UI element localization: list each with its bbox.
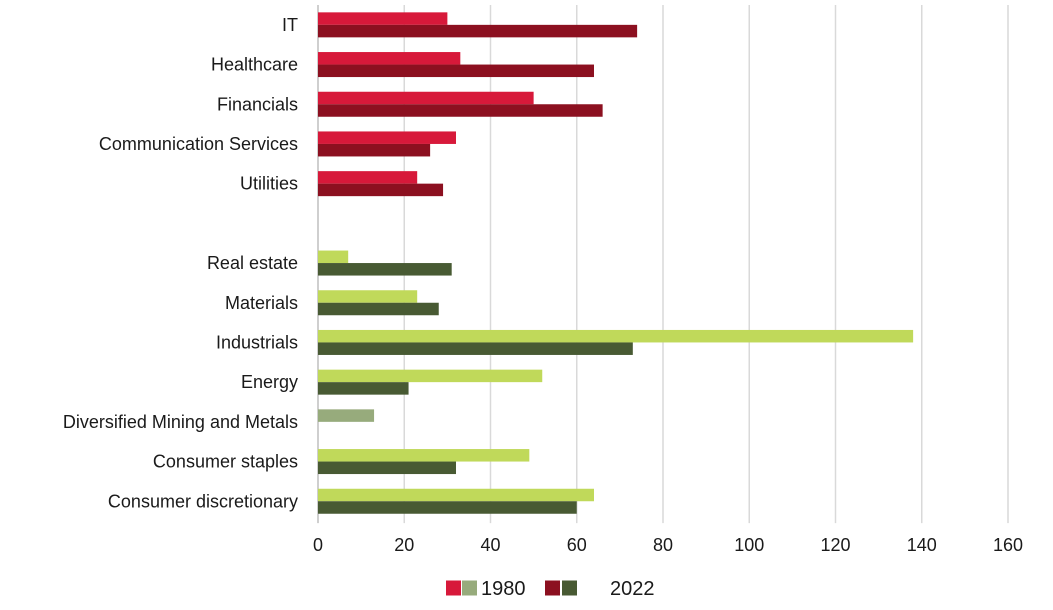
category-label: Consumer staples bbox=[153, 452, 298, 472]
category-label: Industrials bbox=[216, 332, 298, 352]
category-label: Real estate bbox=[207, 253, 298, 273]
bars bbox=[318, 12, 914, 514]
legend-swatch-1980-red bbox=[446, 580, 461, 596]
bar-1980 bbox=[318, 52, 461, 65]
x-tick-label: 80 bbox=[653, 535, 673, 555]
bar-2022 bbox=[318, 183, 444, 197]
category-labels: IT Healthcare Financials Communication Serv… bbox=[63, 15, 298, 511]
category-label: Consumer discretionary bbox=[108, 491, 298, 511]
category-label: Financials bbox=[217, 94, 298, 114]
x-tick-label: 20 bbox=[394, 535, 414, 555]
bar-1980 bbox=[318, 290, 418, 303]
category-label: Utilities bbox=[240, 174, 298, 194]
x-tick-label: 160 bbox=[993, 535, 1023, 555]
bar-1980 bbox=[318, 250, 349, 264]
x-tick-labels: 0 20 40 60 80 100 120 140 160 bbox=[313, 535, 1023, 555]
bar-1980 bbox=[318, 131, 456, 144]
bar-1980 bbox=[318, 171, 418, 184]
legend-swatch-2022-green bbox=[562, 580, 577, 596]
category-label: Energy bbox=[241, 372, 298, 392]
category-label: Healthcare bbox=[211, 55, 298, 75]
bar-2022 bbox=[318, 302, 439, 316]
bar-2022 bbox=[318, 501, 577, 514]
x-tick-label: 40 bbox=[480, 535, 500, 555]
x-tick-label: 120 bbox=[820, 535, 850, 555]
bar-1980 bbox=[318, 488, 594, 502]
bar-2022 bbox=[318, 342, 633, 355]
legend-swatch-1980-green bbox=[462, 580, 477, 596]
category-label: IT bbox=[282, 15, 298, 35]
bar-1980 bbox=[318, 329, 914, 343]
bar-1980 bbox=[318, 91, 534, 105]
x-tick-label: 60 bbox=[567, 535, 587, 555]
legend: 1980 2022 bbox=[446, 578, 655, 600]
grid-lines bbox=[317, 5, 1009, 524]
legend-label-2022: 2022 bbox=[610, 578, 655, 600]
bar-2022 bbox=[318, 461, 456, 475]
bar-1980 bbox=[318, 409, 375, 422]
bar-1980 bbox=[318, 449, 530, 462]
category-label: Diversified Mining and Metals bbox=[63, 412, 298, 432]
category-label: Materials bbox=[225, 293, 298, 313]
bar-2022 bbox=[318, 143, 431, 157]
legend-swatch-2022-red bbox=[545, 580, 560, 596]
x-tick-label: 100 bbox=[734, 535, 764, 555]
x-tick-label: 0 bbox=[313, 535, 323, 555]
bar-1980 bbox=[318, 12, 448, 25]
category-label: Communication Services bbox=[99, 134, 298, 154]
legend-label-1980: 1980 bbox=[481, 578, 526, 600]
bar-2022 bbox=[318, 382, 409, 395]
bar-2022 bbox=[318, 64, 594, 78]
bar-2022 bbox=[318, 24, 638, 38]
bar-2022 bbox=[318, 263, 452, 276]
bar-2022 bbox=[318, 104, 603, 117]
bar-1980 bbox=[318, 369, 543, 383]
x-tick-label: 140 bbox=[907, 535, 937, 555]
